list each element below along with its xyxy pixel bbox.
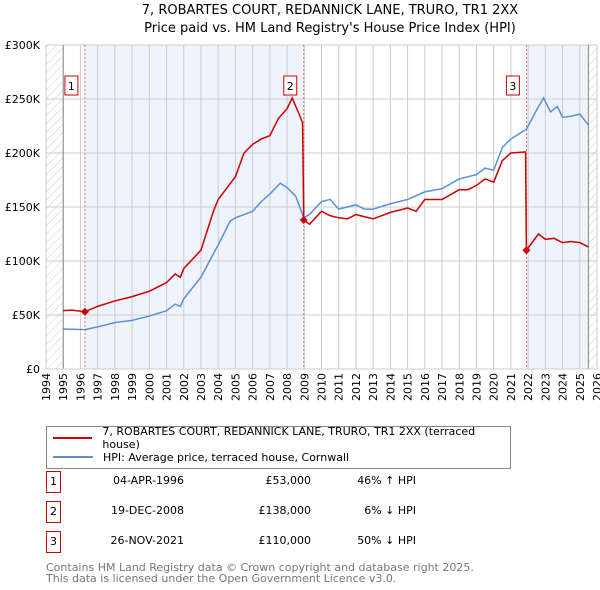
sale-point-marker [80, 307, 89, 316]
x-tick-label: 2021 [505, 373, 518, 401]
sale-hpi-diff: 50% ↓ HPI [357, 534, 416, 547]
sale-label: 2 [287, 80, 294, 93]
legend: 7, ROBARTES COURT, REDANNICK LANE, TRURO… [46, 425, 511, 469]
sale-date: 19-DEC-2008 [110, 504, 184, 517]
property-price-line [63, 96, 589, 313]
footer-copyright: Contains HM Land Registry data © Crown c… [46, 561, 474, 574]
x-tick-label: 2011 [333, 373, 346, 401]
x-tick-label: 2012 [350, 373, 363, 401]
hpi-line [63, 96, 589, 331]
x-tick-label: 2005 [229, 373, 242, 401]
sale-hpi-diff: 6% ↓ HPI [364, 504, 416, 517]
chart-subtitle: Price paid vs. HM Land Registry's House … [144, 21, 516, 36]
x-tick-label: 1999 [126, 373, 139, 401]
y-tick-label: £50K [12, 309, 41, 322]
legend-label-property: 7, ROBARTES COURT, REDANNICK LANE, TRURO… [102, 425, 476, 451]
sale-date: 26-NOV-2021 [110, 534, 184, 547]
y-tick-label: £300K [5, 39, 41, 52]
x-tick-label: 2026 [591, 373, 600, 401]
x-tick-label: 2008 [281, 373, 294, 401]
y-tick-label: £250K [5, 93, 41, 106]
x-tick-label: 2019 [470, 373, 483, 401]
x-tick-label: 2024 [557, 373, 570, 401]
sale-point-marker [522, 246, 531, 255]
sale-row: 1 04-APR-1996 £53,000 46% ↑ HPI [46, 471, 546, 493]
sale-number: 1 [46, 471, 61, 493]
sale-price: £138,000 [258, 504, 312, 517]
chart-title: 7, ROBARTES COURT, REDANNICK LANE, TRURO… [141, 3, 519, 18]
y-tick-label: £100K [5, 255, 41, 268]
sale-label: 1 [68, 80, 75, 93]
y-tick-label: £150K [5, 201, 41, 214]
x-tick-label: 2013 [367, 373, 380, 401]
x-tick-label: 1994 [40, 373, 53, 401]
sale-label-box [505, 75, 520, 96]
sale-date: 04-APR-1996 [112, 474, 184, 487]
x-tick-label: 2001 [161, 373, 174, 401]
sale-number: 2 [46, 501, 61, 523]
x-tick-label: 1995 [57, 373, 70, 401]
legend-swatch-hpi [53, 456, 93, 458]
x-tick-label: 2002 [178, 373, 191, 401]
x-tick-label: 1996 [74, 373, 87, 401]
x-tick-label: 2017 [436, 373, 449, 401]
x-tick-label: 2016 [419, 373, 432, 401]
x-tick-label: 2014 [384, 373, 397, 401]
sale-price: £110,000 [258, 534, 312, 547]
x-tick-label: 2003 [195, 373, 208, 401]
x-tick-label: 2007 [264, 373, 277, 401]
x-tick-label: 2025 [574, 373, 587, 401]
sale-row: 2 19-DEC-2008 £138,000 6% ↓ HPI [46, 501, 546, 523]
x-tick-label: 2018 [453, 373, 466, 401]
sale-number: 3 [46, 531, 61, 553]
legend-swatch-property [53, 437, 93, 439]
x-tick-label: 2009 [298, 373, 311, 401]
x-tick-label: 2020 [488, 373, 501, 401]
sale-label-box [283, 75, 298, 96]
x-tick-label: 2023 [539, 373, 552, 401]
sale-label: 3 [509, 80, 516, 93]
x-tick-label: 2006 [247, 373, 260, 401]
sale-hpi-diff: 46% ↑ HPI [357, 474, 416, 487]
sale-label-box [64, 75, 79, 96]
y-tick-label: £200K [5, 147, 41, 160]
x-tick-label: 2022 [522, 373, 535, 401]
price-chart: 1994 1995 1996 1997 1998 1999 2000 2001 2002 2003… [5, 39, 600, 401]
sale-point-marker [299, 215, 308, 224]
x-tick-label: 2004 [212, 373, 225, 401]
sale-row: 3 26-NOV-2021 £110,000 50% ↓ HPI [46, 531, 546, 553]
y-tick-label: £0 [26, 363, 40, 376]
x-tick-label: 2015 [402, 373, 415, 401]
x-tick-label: 1998 [109, 373, 122, 401]
sale-price: £53,000 [265, 474, 312, 487]
footer-licence: This data is licensed under the Open Gov… [46, 572, 397, 585]
legend-label-hpi: HPI: Average price, terraced house, Corn… [103, 450, 350, 464]
x-tick-label: 2000 [143, 373, 156, 401]
x-tick-label: 2010 [316, 373, 329, 401]
x-tick-label: 1997 [92, 373, 105, 401]
